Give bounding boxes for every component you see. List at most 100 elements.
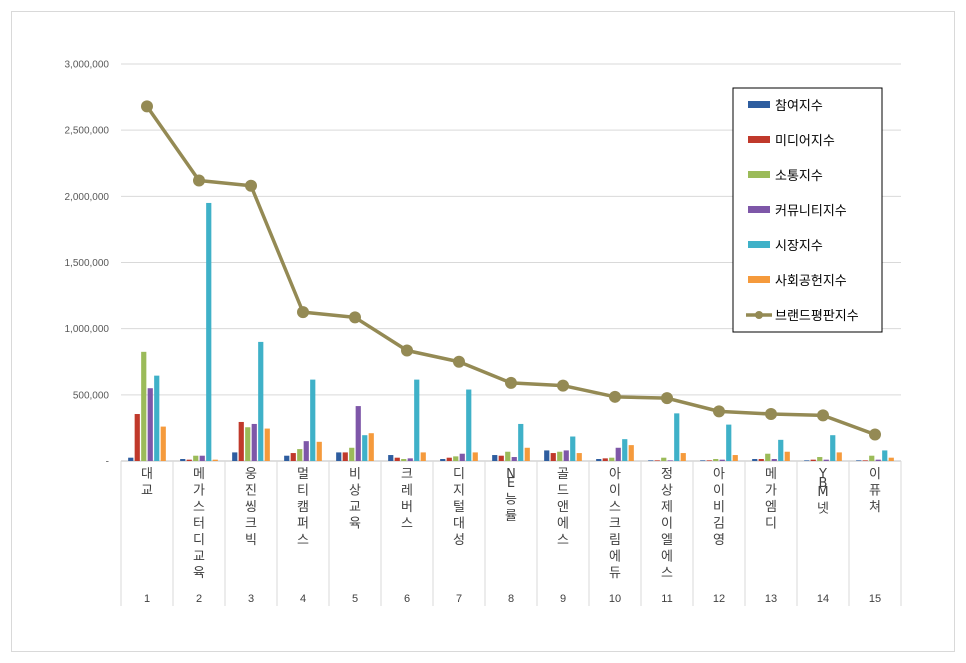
category-label-char: M: [817, 485, 828, 500]
category-label-char: 스: [661, 566, 673, 581]
bar: [667, 460, 673, 461]
bar: [700, 460, 706, 461]
legend-label: 사회공헌지수: [775, 274, 847, 289]
legend-swatch: [748, 136, 770, 143]
line-point: [661, 392, 673, 405]
line-point: [609, 390, 621, 403]
category-label-char: Y: [818, 467, 827, 482]
category-label-char: 스: [609, 500, 621, 515]
category-label-char: 메: [193, 467, 205, 482]
x-axis: 대 교1메 가 스 터 디 교 육2웅 진 씽 크 빅3멀 티 캠 퍼 스4비 상 교 육5크 레 버 스6디 지 털 대 성7N…: [120, 461, 902, 606]
bar: [128, 457, 134, 461]
line-point: [141, 100, 153, 113]
category-label-char: 제: [661, 500, 673, 515]
bar: [719, 459, 725, 461]
bar: [258, 341, 264, 461]
bar: [498, 455, 504, 461]
y-tick-label: 2,500,000: [65, 126, 110, 137]
category-label-char: 교: [349, 500, 361, 515]
bar: [446, 457, 452, 461]
category-label-char: 육: [349, 517, 361, 532]
bar: [524, 447, 530, 461]
bar: [752, 459, 758, 461]
category-label-char: 영: [713, 533, 725, 548]
line-point: [557, 379, 569, 392]
bar: [212, 459, 218, 461]
category-label-char: 교: [193, 550, 205, 565]
rank-label: 5: [352, 593, 358, 605]
line-point: [505, 376, 517, 389]
category-label-char: 터: [193, 517, 205, 532]
category-label-char: 듀: [609, 566, 621, 581]
y-tick-label: -: [106, 457, 109, 468]
line-point: [401, 344, 413, 357]
y-tick-label: 3,000,000: [65, 60, 110, 71]
bar: [706, 460, 712, 461]
chart-frame: [11, 11, 955, 652]
bar: [420, 452, 426, 461]
bar: [453, 456, 459, 461]
bar: [459, 453, 465, 461]
bar: [576, 453, 582, 461]
bar: [596, 459, 602, 461]
category-label-char: 상: [349, 484, 361, 499]
category-label-char: 상: [661, 484, 673, 499]
legend-swatch: [748, 241, 770, 248]
category-label-char: 대: [141, 467, 153, 482]
bar: [875, 459, 881, 461]
category-label-char: 엘: [661, 533, 673, 548]
bar: [154, 375, 160, 461]
legend-label: 참여지수: [775, 99, 823, 114]
category-label-char: 넷: [817, 502, 829, 517]
bar: [648, 460, 654, 461]
bar: [355, 406, 361, 461]
bar: [817, 457, 823, 461]
category-label-char: E: [507, 476, 515, 491]
line-point: [245, 179, 257, 192]
category-label-char: 아: [713, 467, 725, 482]
category-label-char: 률: [505, 509, 517, 524]
line-point: [817, 409, 829, 422]
category-label-char: N: [506, 467, 516, 482]
category-label-char: 능: [505, 493, 517, 508]
bar: [765, 453, 771, 461]
category-label-char: 이: [869, 467, 881, 482]
rank-label: 15: [869, 593, 881, 605]
bar: [563, 450, 569, 461]
rank-label: 14: [817, 593, 829, 605]
bar: [882, 450, 888, 461]
category-label-char: 캠: [297, 500, 309, 515]
bar-series: [128, 202, 894, 461]
bar: [544, 450, 550, 461]
category-label-char: 스: [401, 517, 413, 532]
bar: [440, 459, 446, 461]
bar: [628, 445, 634, 461]
category-label-char: 빅: [245, 533, 257, 548]
rank-label: 7: [456, 593, 462, 605]
bar: [232, 452, 238, 461]
bar: [550, 453, 556, 461]
legend-swatch: [748, 171, 770, 178]
rank-label: 13: [765, 593, 777, 605]
category-label-char: 이: [609, 484, 621, 499]
y-axis: - 500,000 1,000,000 1,500,000 2,000,000 2,500…: [65, 60, 110, 468]
category-label-char: 버: [401, 500, 413, 515]
bar: [771, 459, 777, 461]
bar: [342, 452, 348, 461]
bar: [316, 441, 322, 461]
category-label-char: 스: [557, 533, 569, 548]
bar: [823, 459, 829, 461]
bar: [336, 452, 342, 461]
line-point: [349, 311, 361, 324]
bar: [615, 447, 621, 461]
category-label-char: 쳐: [869, 500, 881, 515]
